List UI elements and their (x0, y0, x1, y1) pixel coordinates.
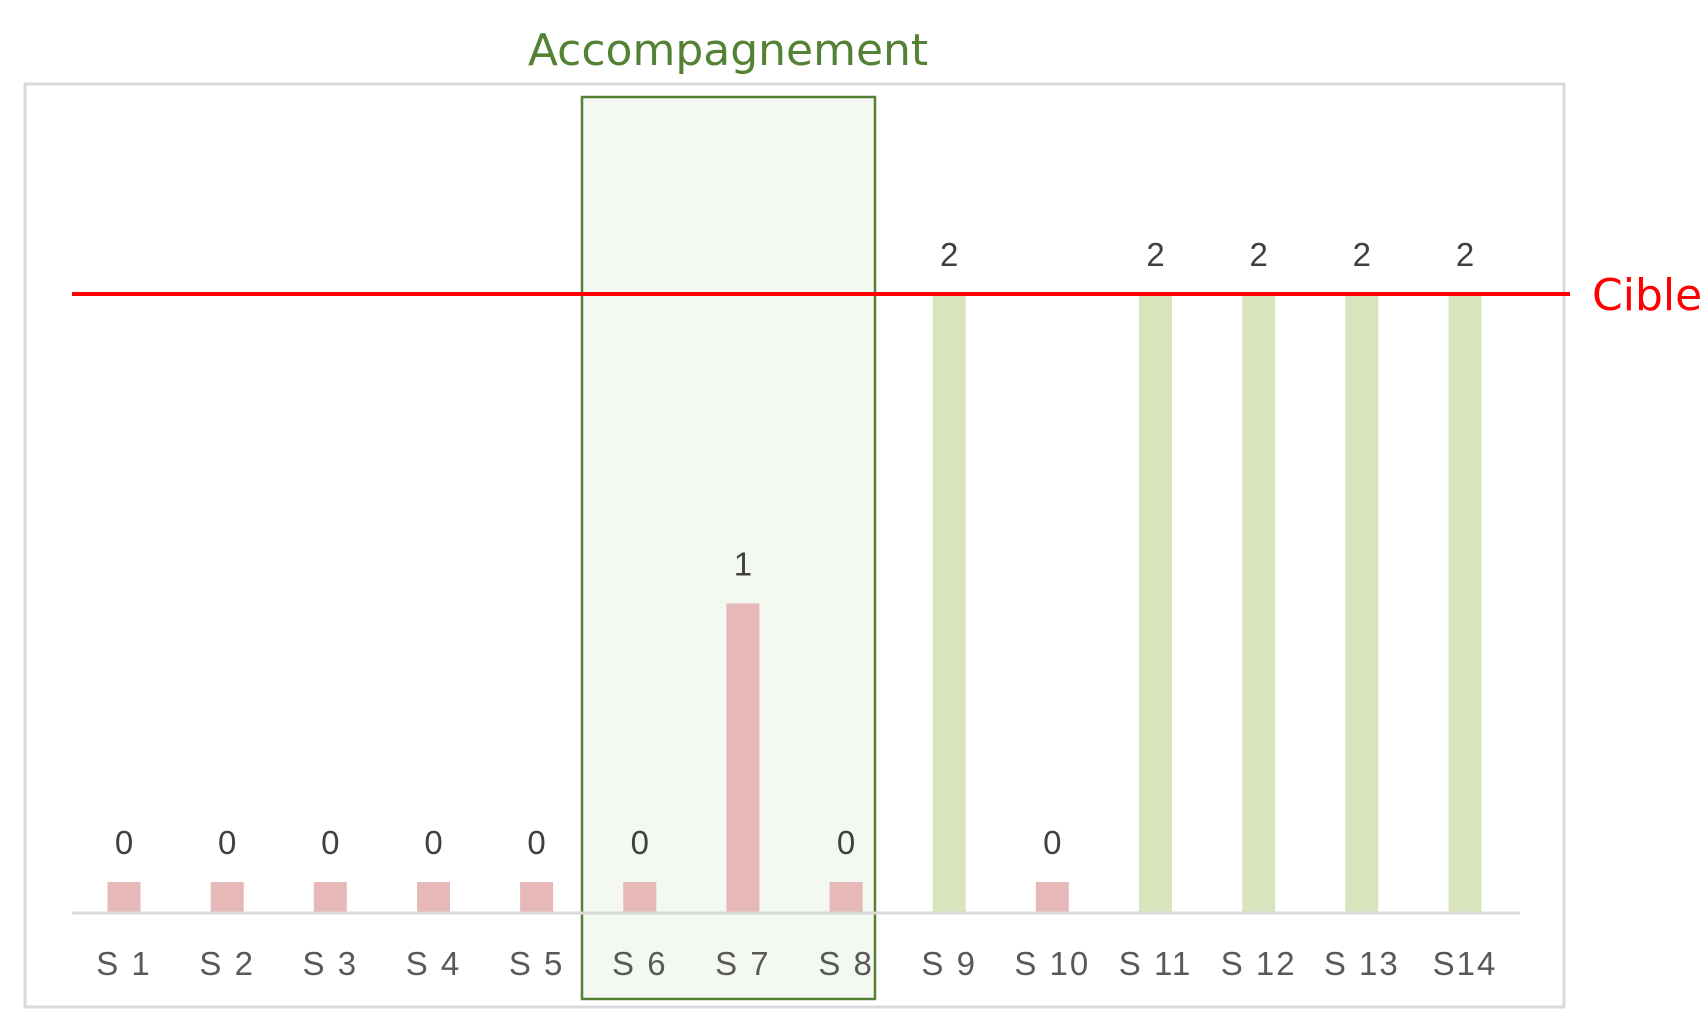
bar-7 (726, 603, 760, 913)
x-tick-label-9: S 9 (921, 945, 977, 982)
bar-10 (1035, 882, 1069, 913)
x-tick-label-1: S 1 (96, 945, 152, 982)
x-tick-label-5: S 5 (509, 945, 565, 982)
x-tick-label-3: S 3 (303, 945, 359, 982)
x-tick-label-7: S 7 (715, 945, 771, 982)
target-label: Cible (1592, 270, 1702, 321)
data-label-10: 0 (1043, 824, 1061, 861)
data-label-11: 2 (1146, 236, 1164, 273)
x-tick-label-6: S 6 (612, 945, 668, 982)
x-tick-label-8: S 8 (818, 945, 874, 982)
highlight-title: Accompagnement (528, 25, 928, 76)
bars-layer (107, 294, 1482, 913)
bar-4 (417, 882, 450, 913)
data-label-2: 0 (218, 824, 236, 861)
bar-6 (623, 882, 657, 913)
bar-2 (210, 882, 244, 913)
data-label-7: 1 (734, 546, 752, 583)
data-label-5: 0 (527, 824, 545, 861)
data-label-4: 0 (424, 824, 442, 861)
x-tick-label-11: S 11 (1119, 945, 1192, 982)
bar-12 (1242, 294, 1276, 913)
data-label-1: 0 (115, 824, 133, 861)
data-label-3: 0 (321, 824, 339, 861)
bar-14 (1448, 294, 1482, 913)
labels-layer: 0 0 0 0 0 0 1 0 2 0 2 2 2 2 (115, 236, 1474, 861)
bar-9 (932, 294, 966, 913)
ticks-layer: S 1 S 2 S 3 S 4 S 5 S 6 S 7 S 8 S 9 S 10 S 11 S 12 S… (96, 945, 1498, 982)
x-tick-label-13: S 13 (1324, 945, 1400, 982)
bar-1 (107, 882, 141, 913)
bar-11 (1139, 294, 1172, 913)
x-tick-label-10: S 10 (1014, 945, 1090, 982)
x-tick-label-12: S 12 (1221, 945, 1297, 982)
x-tick-label-2: S 2 (199, 945, 255, 982)
data-label-13: 2 (1353, 236, 1371, 273)
bar-5 (520, 882, 554, 913)
bar-13 (1345, 294, 1379, 913)
data-label-14: 2 (1456, 236, 1474, 273)
x-tick-label-4: S 4 (406, 945, 462, 982)
data-label-8: 0 (837, 824, 855, 861)
data-label-12: 2 (1250, 236, 1268, 273)
bar-3 (313, 882, 347, 913)
bar-8 (829, 882, 863, 913)
data-label-6: 0 (631, 824, 649, 861)
x-tick-label-14: S14 (1433, 945, 1498, 982)
data-label-9: 2 (940, 236, 958, 273)
